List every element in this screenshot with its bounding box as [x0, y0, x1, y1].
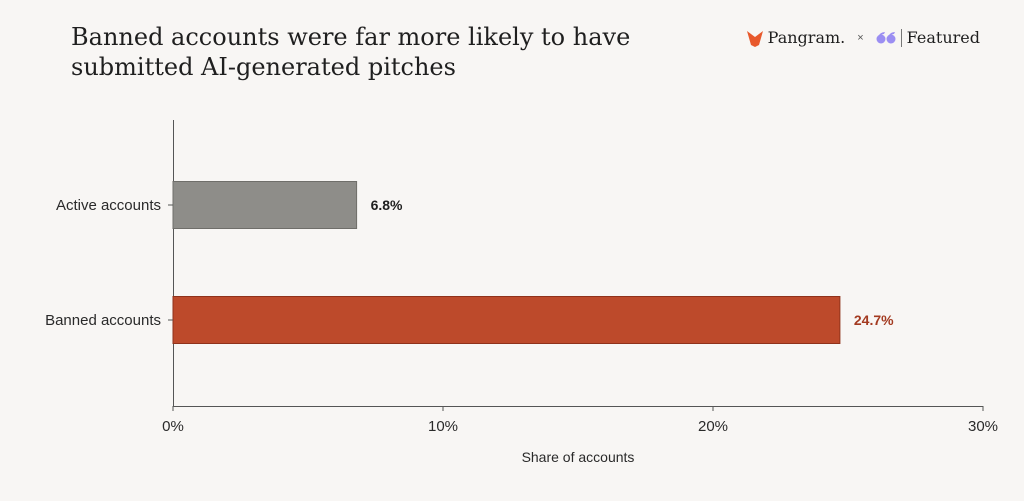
chart-title: Banned accounts were far more likely to … [71, 22, 711, 82]
x-tick-label: 30% [968, 418, 998, 435]
pangram-fox-icon [746, 30, 763, 47]
x-tick-label: 0% [162, 418, 184, 435]
bar-banned [172, 296, 841, 344]
x-tick-label: 20% [698, 418, 728, 435]
brand-separator: × [857, 31, 864, 44]
quote-marks-icon [876, 31, 896, 43]
value-label: 24.7% [854, 312, 894, 328]
bar-active [172, 181, 358, 229]
category-label: Active accounts [56, 197, 161, 214]
pangram-wordmark: Pangram. [767, 28, 846, 47]
featured-divider [900, 28, 902, 47]
brand-logos: Pangram. × Featured [746, 28, 980, 47]
value-label: 6.8% [371, 197, 403, 213]
x-axis-title: Share of accounts [522, 449, 635, 465]
x-tick-label: 10% [428, 418, 458, 435]
category-label: Banned accounts [45, 312, 161, 329]
featured-logo: Featured [876, 28, 980, 47]
pangram-logo: Pangram. [746, 28, 846, 47]
chart-title-line-2: submitted AI-generated pitches [71, 53, 456, 81]
featured-wordmark: Featured [906, 28, 980, 47]
chart-title-line-1: Banned accounts were far more likely to … [71, 23, 631, 51]
